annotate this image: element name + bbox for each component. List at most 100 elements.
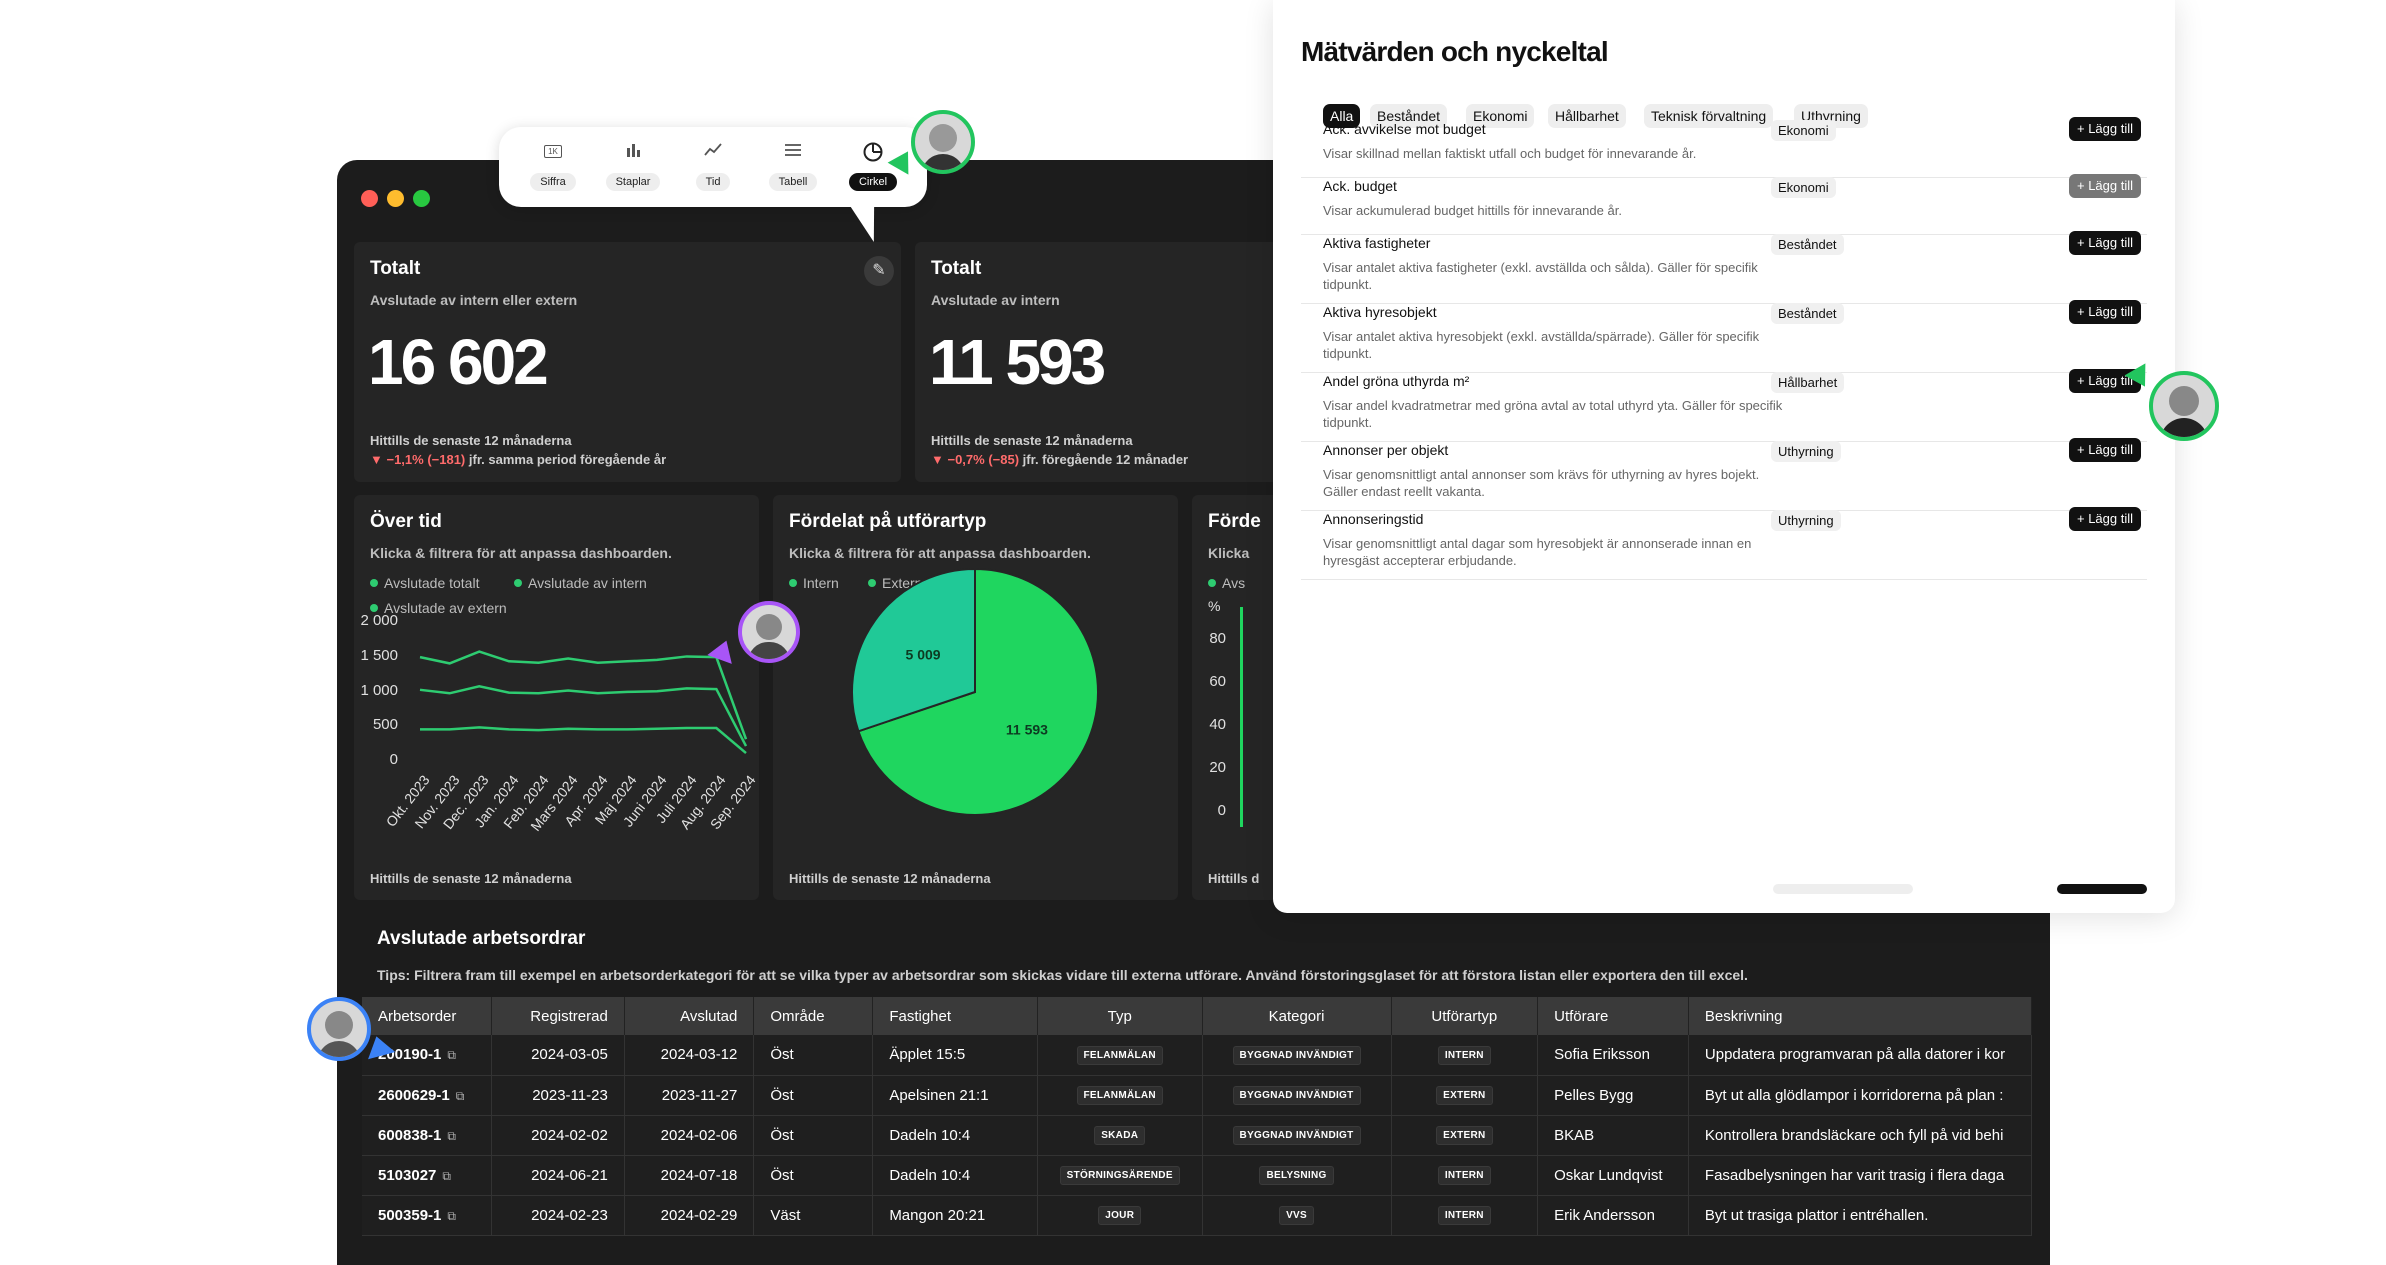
cell-registrerad: 2024-03-05 [491, 1035, 625, 1076]
metric-item: Annonser per objekt Visar genomsnittligt … [1301, 438, 2147, 511]
filter-chip-hallbarhet[interactable]: Hållbarhet [1548, 104, 1626, 128]
series-line-2[interactable] [420, 726, 747, 755]
y-tick: 40 [1209, 716, 1226, 733]
cell-kategori: BYGGNAD INVÄNDIGT [1202, 1075, 1392, 1116]
add-metric-button[interactable]: + Lägg till [2069, 438, 2142, 462]
kpi-card-total[interactable]: Totalt Avslutade av intern eller extern … [354, 242, 901, 482]
table-row[interactable]: 600838-1 ⧉ 2024-02-02 2024-02-06 Öst Dadeln 1… [362, 1115, 2033, 1156]
over-time-card[interactable]: Över tid Klicka & filtrera för att anpas… [354, 495, 759, 900]
col-arbetsorder[interactable]: Arbetsorder [362, 997, 493, 1035]
cell-arbetsorder[interactable]: 200190-1 ⧉ [362, 1035, 493, 1076]
cell-avslutad: 2024-02-29 [624, 1195, 755, 1236]
metric-item: Ack. budget Visar ackumulerad budget hitt… [1301, 174, 2147, 235]
metric-item: Aktiva hyresobjekt Visar antalet aktiva h… [1301, 300, 2147, 373]
col-typ[interactable]: Typ [1037, 997, 1203, 1035]
col-utforare[interactable]: Utförare [1537, 997, 1689, 1035]
legend-item-intern[interactable]: Avslutade av intern [514, 575, 647, 591]
legend-item-total[interactable]: Avslutade totalt [370, 575, 479, 591]
cell-utforare: Oskar Lundqvist [1537, 1155, 1689, 1196]
add-metric-button[interactable]: + Lägg till [2069, 231, 2142, 255]
edit-icon[interactable]: ✎ [864, 256, 894, 286]
add-metric-button[interactable]: + Lägg till [2069, 300, 2142, 324]
col-avslutad[interactable]: Avslutad [624, 997, 755, 1035]
external-link-icon[interactable]: ⧉ [442, 1168, 451, 1183]
kpi-change: ▼ −1,1% (−181) [370, 452, 466, 467]
chart-type-tabell[interactable]: Tabell [763, 141, 823, 191]
cell-fastighet: Äpplet 15:5 [872, 1035, 1038, 1076]
col-utforartyp[interactable]: Utförartyp [1391, 997, 1539, 1035]
line-chart[interactable] [354, 495, 759, 900]
add-metric-button[interactable]: + Lägg till [2069, 174, 2142, 198]
category-badge: BYGGNAD INVÄNDIGT [1232, 1086, 1361, 1105]
metric-name: Ack. avvikelse mot budget [1323, 121, 1486, 137]
kpi-change-row: ▼ −0,7% (−85) jfr. föregående 12 månader [931, 452, 1188, 467]
minimize-window-button[interactable] [387, 190, 404, 207]
col-kategori[interactable]: Kategori [1202, 997, 1392, 1035]
add-metric-button[interactable]: + Lägg till [2069, 117, 2142, 141]
series-line-0[interactable] [419, 650, 748, 740]
add-metric-button[interactable]: + Lägg till [2069, 369, 2142, 393]
table-row[interactable]: 2600629-1 ⧉ 2023-11-23 2023-11-27 Öst Apelsin… [362, 1075, 2033, 1116]
chart-type-cirkel[interactable]: Cirkel [843, 141, 903, 191]
cell-arbetsorder[interactable]: 500359-1 ⧉ [362, 1195, 493, 1236]
cell-typ: STÖRNINGSÄRENDE [1037, 1155, 1203, 1196]
external-link-icon[interactable]: ⧉ [447, 1208, 456, 1223]
cell-omrade: Öst [753, 1115, 874, 1156]
metric-item: Andel gröna uthyrda m² Visar andel kvadra… [1301, 369, 2147, 442]
executor-type-badge: INTERN [1437, 1166, 1491, 1185]
type-badge: FELANMÄLAN [1076, 1086, 1163, 1105]
chart-type-staplar[interactable]: Staplar [603, 141, 663, 191]
filter-chip-teknisk-forvaltning[interactable]: Teknisk förvaltning [1644, 104, 1774, 128]
cell-arbetsorder[interactable]: 5103027 ⧉ [362, 1155, 493, 1196]
metric-category-badge: Ekonomi [1771, 177, 1836, 198]
cell-utforare: Erik Andersson [1537, 1195, 1689, 1236]
y-tick: 500 [372, 716, 398, 734]
cell-arbetsorder[interactable]: 2600629-1 ⧉ [362, 1075, 493, 1116]
col-beskrivning[interactable]: Beskrivning [1688, 997, 2033, 1035]
legend-item-extern[interactable]: Avslutade av extern [370, 600, 507, 616]
y-tick: 80 [1209, 630, 1226, 647]
line-chart-icon [683, 141, 743, 165]
kpi-value: 16 602 [368, 326, 549, 398]
pie-slice-extern[interactable] [851, 567, 976, 733]
legend-item-partial[interactable]: Avs [1208, 575, 1245, 591]
table-header-row: Arbetsorder Registrerad Avslutad Område … [362, 997, 2033, 1035]
cell-utforare: Sofia Eriksson [1537, 1035, 1689, 1076]
cell-typ: SKADA [1037, 1115, 1203, 1156]
close-window-button[interactable] [361, 190, 378, 207]
cell-typ: JOUR [1037, 1195, 1203, 1236]
series-line-1[interactable] [419, 685, 748, 747]
table-row[interactable]: 200190-1 ⧉ 2024-03-05 2024-03-12 Öst Äpplet 1… [362, 1035, 2033, 1076]
kpi-subtitle: Avslutade av intern eller extern [370, 292, 578, 308]
col-registrerad[interactable]: Registrerad [491, 997, 625, 1035]
legend-item-intern[interactable]: Intern [789, 575, 839, 591]
external-link-icon[interactable]: ⧉ [447, 1128, 456, 1143]
table-row[interactable]: 5103027 ⧉ 2024-06-21 2024-07-18 Öst Dadeln 10… [362, 1155, 2033, 1196]
chart-type-tid[interactable]: Tid [683, 141, 743, 191]
pie-slice-intern[interactable] [857, 567, 1099, 816]
executor-type-badge: EXTERN [1436, 1086, 1493, 1105]
cell-utforartyp: EXTERN [1391, 1075, 1539, 1116]
filter-chip-ekonomi[interactable]: Ekonomi [1466, 104, 1535, 128]
maximize-window-button[interactable] [413, 190, 430, 207]
col-omrade[interactable]: Område [753, 997, 874, 1035]
cell-omrade: Öst [753, 1035, 874, 1076]
col-fastighet[interactable]: Fastighet [872, 997, 1038, 1035]
user-avatar [307, 997, 371, 1061]
external-link-icon[interactable]: ⧉ [447, 1048, 456, 1063]
metric-name: Andel gröna uthyrda m² [1323, 373, 1470, 389]
cell-arbetsorder[interactable]: 600838-1 ⧉ [362, 1115, 493, 1156]
chart-type-siffra[interactable]: 1K Siffra [523, 141, 583, 191]
add-metric-button[interactable]: + Lägg till [2069, 507, 2142, 531]
filter-chip-bestandet[interactable]: Beståndet [1370, 104, 1448, 128]
table-row[interactable]: 500359-1 ⧉ 2024-02-23 2024-02-29 Väst Mangon … [362, 1195, 2033, 1236]
metric-description: Visar skillnad mellan faktiskt utfall oc… [1323, 146, 1697, 161]
by-type-card[interactable]: Fördelat på utförartyp Klicka & filtrera… [773, 495, 1178, 900]
pie-chart-icon [843, 141, 903, 165]
pie-chart[interactable]: 11 593 5 009 [773, 495, 1178, 900]
filter-chip-alla[interactable]: Alla [1323, 104, 1361, 128]
add-button-truncated[interactable] [2057, 884, 2147, 894]
external-link-icon[interactable]: ⧉ [455, 1088, 465, 1103]
metric-name: Annonseringstid [1323, 511, 1424, 527]
type-badge: SKADA [1094, 1126, 1146, 1145]
